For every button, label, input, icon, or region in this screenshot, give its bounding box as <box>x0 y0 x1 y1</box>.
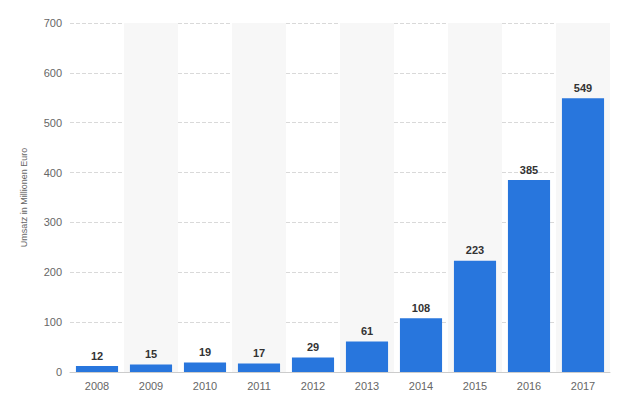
svg-text:2009: 2009 <box>139 380 163 392</box>
svg-text:2012: 2012 <box>301 380 325 392</box>
svg-text:12: 12 <box>91 350 103 362</box>
svg-text:200: 200 <box>44 266 62 278</box>
svg-text:300: 300 <box>44 216 62 228</box>
svg-text:2013: 2013 <box>355 380 379 392</box>
svg-text:500: 500 <box>44 117 62 129</box>
svg-text:223: 223 <box>466 244 484 256</box>
svg-text:2015: 2015 <box>463 380 487 392</box>
svg-text:2016: 2016 <box>517 380 541 392</box>
svg-text:Umsatz in Millionen Euro: Umsatz in Millionen Euro <box>19 148 29 248</box>
svg-text:400: 400 <box>44 167 62 179</box>
svg-text:2008: 2008 <box>85 380 109 392</box>
svg-text:29: 29 <box>307 341 319 353</box>
svg-text:385: 385 <box>520 164 538 176</box>
svg-text:100: 100 <box>44 316 62 328</box>
svg-text:0: 0 <box>56 366 62 378</box>
svg-text:2011: 2011 <box>247 380 271 392</box>
svg-text:2010: 2010 <box>193 380 217 392</box>
svg-text:2014: 2014 <box>409 380 433 392</box>
svg-text:17: 17 <box>253 347 265 359</box>
svg-text:108: 108 <box>412 302 430 314</box>
svg-text:61: 61 <box>361 325 373 337</box>
svg-text:600: 600 <box>44 67 62 79</box>
svg-text:15: 15 <box>145 348 157 360</box>
svg-text:2017: 2017 <box>571 380 595 392</box>
svg-text:19: 19 <box>199 346 211 358</box>
svg-text:549: 549 <box>574 82 592 94</box>
svg-text:700: 700 <box>44 17 62 29</box>
